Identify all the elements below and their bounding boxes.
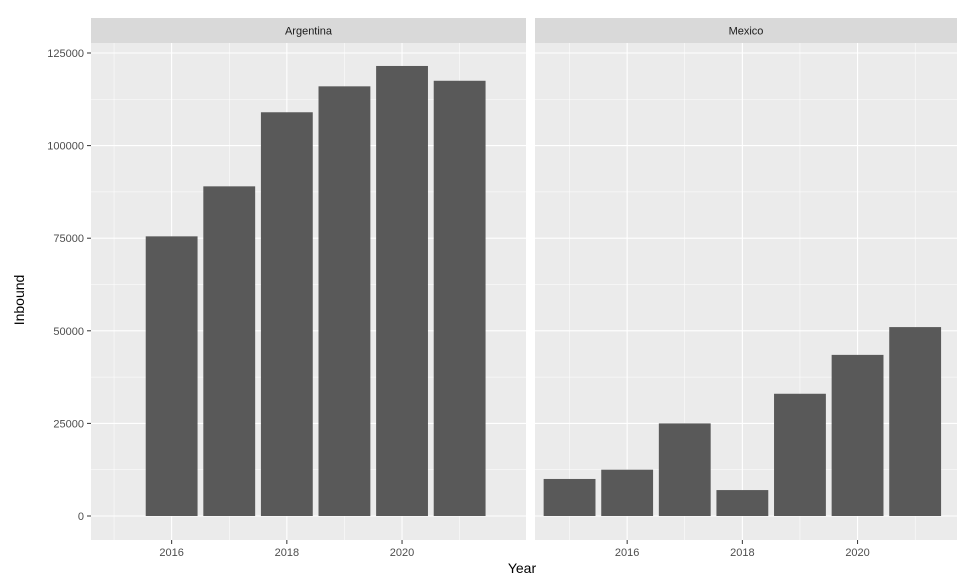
facet-strip [535,18,957,43]
x-tick-label: 2016 [159,547,183,559]
bar-argentina-2019 [318,86,371,516]
bar-mexico-2019 [774,393,826,516]
x-tick-label: 2018 [275,547,299,559]
facet-strip-label: Mexico [729,26,764,38]
bar-argentina-2018 [260,112,313,516]
bar-argentina-2016 [145,236,198,516]
bar-argentina-2017 [203,186,256,516]
y-tick-label: 50000 [53,326,84,338]
y-tick-label: 0 [78,511,84,523]
bar-mexico-2015 [543,478,596,516]
x-tick-label: 2016 [615,547,639,559]
y-tick-label: 100000 [47,141,84,153]
facets-layer: Argentina 2016 2018 2020 Mexico 2016 2018 2020 [91,18,957,559]
facet-argentina: Argentina 2016 2018 2020 [91,18,526,559]
facet-mexico: Mexico 2016 2018 2020 [535,18,957,559]
bar-mexico-2020 [831,354,884,516]
x-tick-label: 2018 [730,547,754,559]
facet-strip [91,18,526,43]
bar-mexico-2021 [889,327,942,516]
x-tick-label: 2020 [845,547,869,559]
bar-argentina-2021 [433,80,486,516]
bar-mexico-2018 [716,490,769,516]
x-axis-title: Year [508,560,537,576]
y-axis-title: Inbound [11,275,27,326]
facet-strip-label: Argentina [285,26,333,38]
bar-mexico-2017 [658,423,711,516]
bar-argentina-2020 [376,65,428,517]
y-axis: 0 25000 50000 75000 100000 125000 [47,48,91,523]
y-tick-label: 25000 [53,418,84,430]
panel-background [535,43,957,540]
x-tick-label: 2020 [390,547,414,559]
bar-mexico-2016 [601,469,654,516]
y-tick-label: 125000 [47,48,84,60]
y-tick-label: 75000 [53,233,84,245]
